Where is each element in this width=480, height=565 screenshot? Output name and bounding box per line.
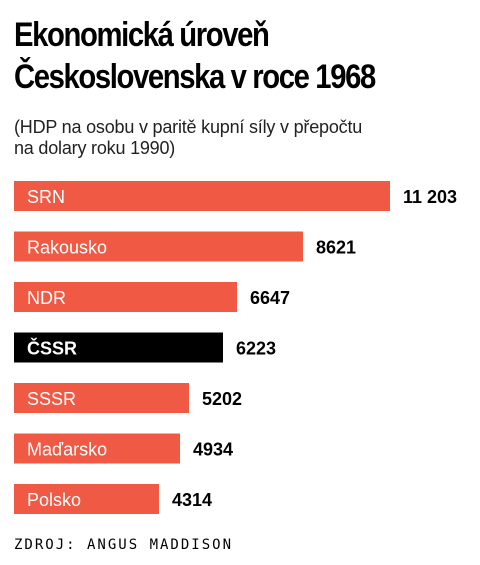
- bar-2: [14, 282, 237, 312]
- bar-label-1: Rakousko: [27, 238, 107, 258]
- value-label-6: 4314: [172, 490, 212, 510]
- value-label-3: 6223: [236, 339, 276, 359]
- chart-subtitle-line-1: (HDP na osobu v paritě kupní síly v přep…: [14, 117, 363, 137]
- chart-title: Ekonomická úroveň Československa v roce …: [14, 14, 410, 98]
- bar-label-0: SRN: [27, 187, 65, 207]
- value-label-5: 4934: [193, 440, 233, 460]
- bar-label-6: Polsko: [27, 490, 81, 510]
- source-note: ZDROJ: ANGUS MADDISON: [14, 537, 234, 553]
- bar-6: [14, 484, 159, 514]
- bar-label-2: NDR: [27, 288, 66, 308]
- chart-subtitle: (HDP na osobu v paritě kupní síly v přep…: [14, 117, 434, 159]
- chart-title-line-1: Ekonomická úroveň: [14, 16, 270, 54]
- bar-label-5: Maďarsko: [27, 440, 107, 460]
- bar-1: [14, 231, 303, 262]
- bar-0: [14, 181, 390, 211]
- value-label-2: 6647: [250, 288, 290, 308]
- bar-4: [14, 383, 189, 413]
- bar-5: [14, 433, 180, 464]
- chart-title-line-2: Československa v roce 1968: [14, 58, 376, 96]
- bar-label-3: ČSSR: [27, 338, 77, 359]
- chart-subtitle-line-2: na dolary roku 1990): [14, 138, 176, 158]
- value-label-4: 5202: [202, 389, 242, 409]
- value-label-0: 11 203: [403, 187, 457, 207]
- bar-3: [14, 332, 223, 363]
- bar-label-4: SSSR: [27, 389, 76, 409]
- value-label-1: 8621: [316, 238, 356, 258]
